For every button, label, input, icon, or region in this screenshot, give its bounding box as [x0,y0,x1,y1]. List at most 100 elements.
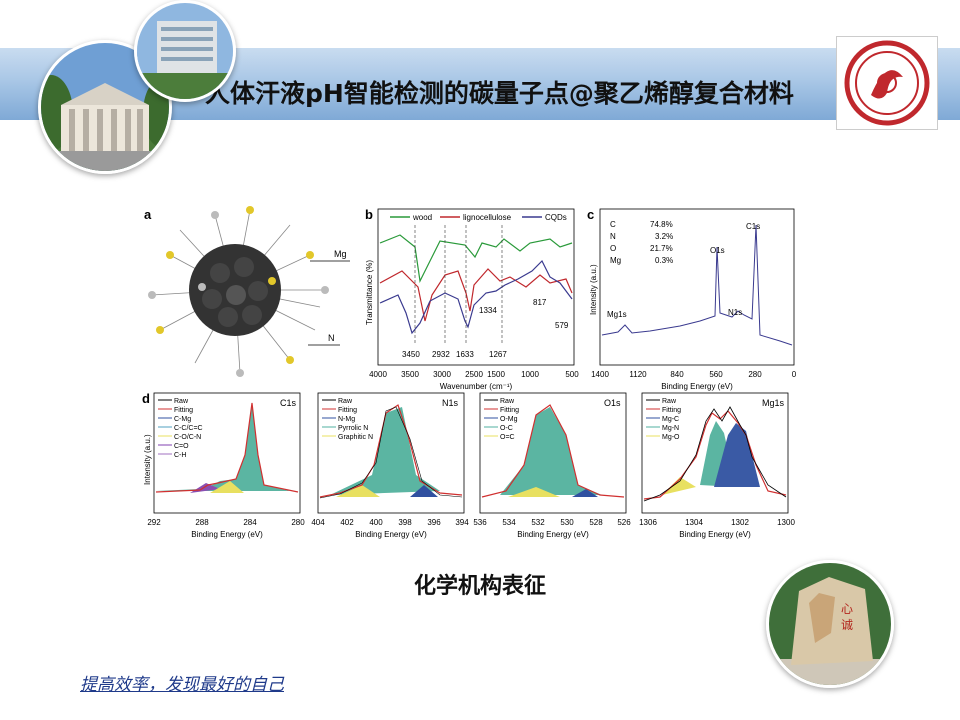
motto-text: 提高效率，发现最好的自己 [80,675,284,695]
svg-text:394: 394 [455,518,469,527]
ftir-legend: wood lignocellulose CQDs [390,213,567,222]
svg-text:1300: 1300 [777,518,795,527]
svg-text:400: 400 [369,518,383,527]
svg-text:1120: 1120 [629,370,647,379]
svg-text:3.2%: 3.2% [655,232,673,241]
university-logo [836,36,938,130]
xps-survey-curve [601,224,793,346]
ann-3450: 3450 [402,350,420,359]
xps-n1s-subplot: N1s Raw Fitting N-Mg Pyrrolic N Graphiti… [311,392,469,539]
svg-text:Pyrrolic N: Pyrrolic N [338,425,368,432]
svg-text:O-C: O-C [500,425,513,432]
ftir-cqds-curve [379,259,573,335]
svg-text:532: 532 [531,518,545,527]
svg-text:530: 530 [560,518,574,527]
svg-text:O1s: O1s [604,398,621,408]
svg-text:Raw: Raw [662,398,677,405]
composition-table: C 74.8% N 3.2% O 21.7% Mg 0.3% [610,220,673,265]
label-n: N [328,333,335,343]
svg-text:C-C/C=C: C-C/C=C [174,425,203,432]
svg-text:O: O [610,244,616,253]
svg-text:21.7%: 21.7% [650,244,673,253]
svg-text:C=O: C=O [174,443,189,450]
svg-text:Mg1s: Mg1s [607,310,627,319]
svg-text:N1s: N1s [442,398,459,408]
svg-text:534: 534 [502,518,516,527]
panel-d-label: d [142,391,150,406]
svg-text:Graphitic N: Graphitic N [338,434,373,441]
svg-text:398: 398 [398,518,412,527]
svg-text:Binding Energy (eV): Binding Energy (eV) [517,530,589,539]
svg-text:诚: 诚 [841,618,853,632]
svg-text:Fitting: Fitting [174,407,193,414]
svg-text:292: 292 [147,518,161,527]
svg-text:4000: 4000 [369,370,387,379]
svg-text:1500: 1500 [487,370,505,379]
characterization-figure: a Mg N b wood lignocellulose CQ [142,206,797,539]
svg-text:536: 536 [473,518,487,527]
label-mg: Mg [334,249,347,259]
ftir-xlabel: Wavenumber (cm⁻¹) [440,382,513,391]
svg-text:74.8%: 74.8% [650,220,673,229]
svg-text:560: 560 [709,370,723,379]
svg-text:Raw: Raw [174,398,189,405]
svg-text:O-Mg: O-Mg [500,416,518,423]
svg-text:Mg: Mg [610,256,621,265]
svg-text:0.3%: 0.3% [655,256,673,265]
svg-text:3000: 3000 [433,370,451,379]
panel-a-label: a [144,207,152,222]
svg-text:C: C [610,220,616,229]
svg-text:C-Mg: C-Mg [174,416,191,423]
xps-c1s-subplot: C1s Raw Fitting C-Mg C-C/C=C C-O/C-N C=O… [147,392,305,539]
ann-579: 579 [555,321,569,330]
campus-rock-photo: 心 诚 [766,560,894,688]
svg-text:280: 280 [748,370,762,379]
svg-text:3500: 3500 [401,370,419,379]
panel-b-label: b [365,207,373,222]
svg-text:Binding Energy (eV): Binding Energy (eV) [191,530,263,539]
svg-text:Fitting: Fitting [500,407,519,414]
figure-caption: 化学机构表征 [413,574,546,599]
svg-text:Raw: Raw [500,398,515,405]
xps-hr-ylabel: Intensity (a.u.) [143,434,152,485]
ann-1334: 1334 [479,306,497,315]
legend-wood: wood [412,213,432,222]
ann-1633: 1633 [456,350,474,359]
svg-text:C-H: C-H [174,452,186,459]
svg-text:1304: 1304 [685,518,703,527]
svg-text:1400: 1400 [591,370,609,379]
svg-text:C-O/C-N: C-O/C-N [174,434,201,441]
svg-text:Binding Energy (eV): Binding Energy (eV) [679,530,751,539]
svg-text:1306: 1306 [639,518,657,527]
svg-text:288: 288 [195,518,209,527]
ftir-wood-curve [379,234,573,283]
svg-text:Binding Energy (eV): Binding Energy (eV) [355,530,427,539]
svg-text:C1s: C1s [746,222,760,231]
slide-title: 人体汗液pH智能检测的碳量子点@聚乙烯醇复合材料 [205,79,794,108]
xps-survey-ylabel: Intensity (a.u.) [589,264,598,315]
svg-text:404: 404 [311,518,325,527]
ann-2932: 2932 [432,350,450,359]
svg-text:396: 396 [427,518,441,527]
svg-text:1000: 1000 [521,370,539,379]
svg-text:N: N [610,232,616,241]
svg-text:840: 840 [670,370,684,379]
svg-text:0: 0 [792,370,797,379]
svg-text:N-Mg: N-Mg [338,416,355,423]
cqd-illustration [148,206,329,377]
svg-text:1302: 1302 [731,518,749,527]
svg-text:O1s: O1s [710,246,725,255]
ann-1267: 1267 [489,350,507,359]
svg-text:528: 528 [589,518,603,527]
svg-text:500: 500 [565,370,579,379]
svg-text:Fitting: Fitting [338,407,357,414]
svg-text:526: 526 [617,518,631,527]
xps-survey-xlabel: Binding Energy (eV) [661,382,733,391]
xps-o1s-subplot: O1s Raw Fitting O-Mg O-C O=C 536 534 532… [473,392,631,539]
ftir-ylabel: Transmittance (%) [365,260,374,325]
svg-text:402: 402 [340,518,354,527]
ftir-axes [377,208,575,366]
legend-cqds: CQDs [545,213,567,222]
building-photo-small [134,0,236,102]
svg-text:O=C: O=C [500,434,515,441]
